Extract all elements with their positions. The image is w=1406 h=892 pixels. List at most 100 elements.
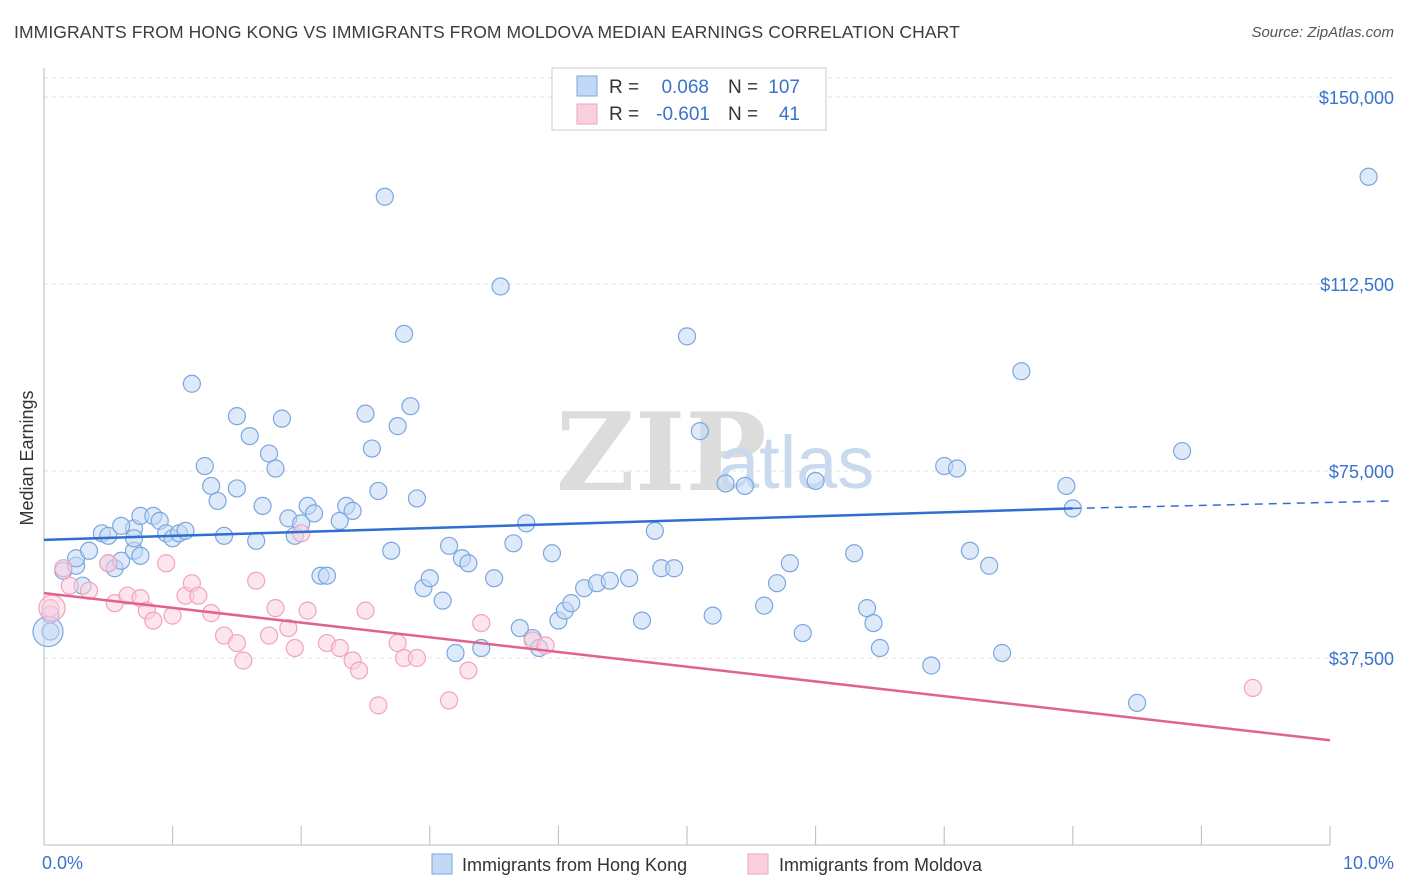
data-point-moldova — [247, 571, 266, 590]
data-point-hong-kong — [703, 606, 722, 625]
data-point-hong-kong — [214, 526, 234, 545]
data-point-hong-kong — [870, 638, 890, 658]
data-point-moldova — [144, 611, 163, 630]
data-point-moldova — [356, 601, 375, 620]
data-point-hong-kong — [632, 611, 652, 630]
data-point-moldova — [369, 696, 388, 715]
data-point-hong-kong — [195, 456, 214, 476]
trend-line-moldova — [43, 591, 1331, 742]
x-ticks — [172, 826, 1331, 845]
watermark: ZIP atlas — [556, 390, 874, 516]
watermark-zip: ZIP — [556, 390, 767, 516]
data-point-hong-kong — [922, 656, 941, 675]
legend-label-moldova: Immigrants from Moldova — [779, 855, 983, 875]
data-point-hong-kong — [304, 504, 324, 523]
data-point-hong-kong — [857, 599, 877, 618]
stats-swatch-hong-kong — [576, 75, 598, 97]
data-point-moldova — [60, 576, 79, 595]
data-point-moldova — [266, 599, 285, 618]
data-point-hong-kong — [407, 489, 427, 508]
data-point-hong-kong — [510, 618, 529, 638]
data-point-hong-kong — [182, 374, 201, 393]
trend-lines — [43, 500, 1395, 742]
chart-source: Source: ZipAtlas.com — [1251, 24, 1394, 41]
data-point-moldova — [285, 638, 304, 658]
y-tick-label: $37,500 — [1329, 649, 1394, 669]
trend-line-hong-kong — [43, 507, 1073, 542]
y-tick-label: $150,000 — [1319, 88, 1394, 108]
data-point-moldova — [330, 638, 349, 658]
data-point-moldova — [234, 651, 253, 670]
trend-line-hong-kong-extension — [1072, 500, 1395, 510]
data-point-hong-kong — [542, 544, 562, 563]
data-point-hong-kong — [317, 566, 337, 585]
data-point-hong-kong — [980, 556, 999, 575]
data-point-hong-kong — [793, 623, 812, 643]
data-point-hong-kong — [491, 277, 510, 296]
data-point-moldova — [439, 691, 459, 710]
data-point-hong-kong — [459, 554, 478, 573]
y-tick-label: $112,500 — [1320, 275, 1394, 295]
data-point-hong-kong — [259, 444, 279, 463]
data-point-hong-kong — [517, 514, 536, 533]
data-point-moldova — [259, 626, 279, 645]
gridlines — [44, 77, 1394, 659]
data-point-hong-kong — [735, 476, 754, 496]
data-point-moldova — [407, 648, 427, 668]
data-point-hong-kong — [992, 643, 1012, 663]
data-point-moldova — [227, 633, 246, 653]
data-point-hong-kong — [99, 526, 118, 545]
data-point-hong-kong — [806, 471, 825, 491]
data-point-hong-kong — [420, 569, 439, 588]
data-point-hong-kong — [227, 407, 246, 426]
data-point-moldova — [279, 618, 298, 638]
data-point-hong-kong — [780, 554, 799, 573]
data-point-hong-kong — [677, 327, 697, 346]
data-point-hong-kong — [227, 479, 246, 498]
stats-box: R = 0.068 N = 107 R = -0.601 N = 41 — [551, 67, 827, 131]
stats-r-label-hk: R = — [609, 77, 639, 98]
stats-n-label-hk: N = — [728, 77, 758, 98]
chart-title: IMMIGRANTS FROM HONG KONG VS IMMIGRANTS … — [14, 22, 960, 42]
data-point-moldova — [459, 661, 478, 680]
stats-n-value-md: 41 — [779, 104, 800, 125]
data-point-hong-kong — [947, 459, 967, 478]
data-point-moldova — [38, 594, 66, 622]
data-point-moldova — [349, 661, 369, 680]
data-point-hong-kong — [266, 459, 285, 478]
data-point-moldova — [1243, 678, 1262, 698]
data-point-moldova — [298, 601, 317, 620]
data-point-moldova — [99, 554, 118, 573]
data-point-hong-kong — [562, 594, 581, 613]
data-point-hong-kong — [716, 474, 735, 493]
legend-swatch-moldova — [747, 853, 769, 875]
data-point-hong-kong — [202, 476, 221, 496]
series-hong-kong — [32, 167, 1378, 712]
data-point-hong-kong — [665, 559, 684, 578]
data-point-hong-kong — [356, 404, 375, 423]
data-point-hong-kong — [388, 417, 407, 436]
data-point-hong-kong — [690, 422, 709, 441]
stats-box-frame — [551, 67, 827, 131]
data-point-hong-kong — [1359, 167, 1378, 186]
stats-r-value-md: -0.601 — [656, 104, 710, 125]
data-point-hong-kong — [253, 496, 272, 516]
data-point-hong-kong — [446, 643, 465, 663]
data-point-hong-kong — [369, 481, 388, 501]
data-point-hong-kong — [401, 397, 420, 416]
data-point-hong-kong — [343, 501, 362, 520]
data-point-hong-kong — [1057, 476, 1076, 496]
stats-swatch-moldova — [576, 103, 598, 125]
data-point-hong-kong — [79, 541, 99, 560]
data-point-hong-kong — [247, 531, 266, 550]
x-tick-label-min: 0.0% — [42, 853, 83, 873]
data-point-hong-kong — [433, 591, 452, 610]
data-point-moldova — [472, 613, 491, 633]
data-point-hong-kong — [960, 541, 980, 560]
data-point-hong-kong — [362, 439, 382, 458]
data-point-hong-kong — [1012, 362, 1031, 381]
data-point-hong-kong — [375, 187, 394, 206]
data-point-hong-kong — [485, 569, 504, 588]
data-point-hong-kong — [208, 491, 227, 511]
